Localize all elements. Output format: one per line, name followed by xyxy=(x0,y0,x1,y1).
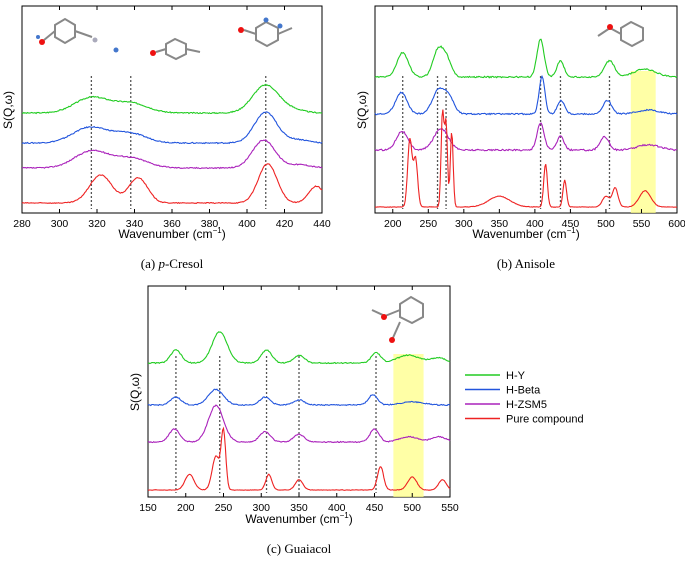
x-tick-label: 360 xyxy=(163,218,181,230)
x-tick-label: 350 xyxy=(290,502,308,514)
panel-a-cresol: 280 300 320 340 360 380 400 420 440 xyxy=(13,5,331,230)
x-tick-label: 250 xyxy=(420,218,438,230)
series-line-hy xyxy=(21,83,323,115)
highlight-band xyxy=(393,354,424,497)
panel-c-ylabel: S(Q,ω) xyxy=(128,373,142,411)
x-tick-label: 320 xyxy=(88,218,106,230)
x-tick-label: 600 xyxy=(668,218,685,230)
x-tick-label: 450 xyxy=(366,502,384,514)
panel-c-xlabel: Wavenumber (cm−1) xyxy=(245,511,352,526)
molecule-cresol-3-icon xyxy=(238,17,293,48)
legend: H-Y H-Beta H-ZSM5 Pure compound xyxy=(465,370,584,426)
molecule-anisole-icon xyxy=(597,20,644,48)
molecule-guaiacol-icon xyxy=(371,295,424,343)
panel-b-anisole: 200 250 300 350 400 450 500 550 600 xyxy=(374,5,685,230)
x-tick-label: 550 xyxy=(441,502,459,514)
x-tick-label: 440 xyxy=(313,218,331,230)
panel-b-xlabel: Wavenumber (cm−1) xyxy=(472,226,579,241)
x-tick-label: 420 xyxy=(276,218,294,230)
x-tick-label: 400 xyxy=(526,218,544,230)
series-line-pure xyxy=(21,163,323,205)
series-line-pure xyxy=(374,109,678,208)
x-tick-label: 300 xyxy=(252,502,270,514)
plot-frame-b xyxy=(374,5,678,214)
series-line-hy xyxy=(147,331,451,365)
x-tick-label: 300 xyxy=(455,218,473,230)
legend-label: H-Y xyxy=(506,370,526,382)
x-tick-label: 350 xyxy=(491,218,509,230)
highlight-band xyxy=(630,71,656,213)
x-tick-label: 200 xyxy=(384,218,402,230)
x-tick-label: 400 xyxy=(328,502,346,514)
series-line-hz xyxy=(147,404,451,444)
x-tick-label: 380 xyxy=(201,218,219,230)
x-tick-label: 550 xyxy=(633,218,651,230)
x-tick-label: 250 xyxy=(215,502,233,514)
series-line-hz xyxy=(374,122,678,152)
legend-label: H-Beta xyxy=(506,385,541,397)
x-tick-label: 280 xyxy=(13,218,31,230)
x-tick-label: 450 xyxy=(562,218,580,230)
caption-b: (b) Anisole xyxy=(497,256,555,271)
series-line-hb xyxy=(374,74,678,116)
x-tick-label: 150 xyxy=(139,502,157,514)
caption-a: (a) p-Cresol xyxy=(141,256,204,271)
x-tick-label: 400 xyxy=(238,218,256,230)
series-line-hy xyxy=(374,38,678,79)
caption-c: (c) Guaiacol xyxy=(267,541,332,556)
molecule-cresol-2-icon xyxy=(150,37,201,61)
x-tick-label: 500 xyxy=(403,502,421,514)
legend-label: H-ZSM5 xyxy=(506,399,547,411)
panel-a-ylabel: S(Q,ω) xyxy=(1,91,15,129)
series-line-hb xyxy=(21,111,323,145)
series-line-hz xyxy=(22,139,323,170)
x-tick-label: 340 xyxy=(126,218,144,230)
x-tick-label: 200 xyxy=(177,502,195,514)
molecule-cresol-icon xyxy=(36,17,119,53)
series-line-pure xyxy=(147,426,451,491)
legend-label: Pure compound xyxy=(506,414,584,426)
panel-a-xlabel: Wavenumber (cm−1) xyxy=(118,226,225,241)
panel-b-ylabel: S(Q,ω) xyxy=(355,91,369,129)
x-tick-label: 500 xyxy=(597,218,615,230)
series-line-hb xyxy=(147,388,451,407)
x-tick-label: 300 xyxy=(51,218,69,230)
panel-c-guaiacol: 150 200 250 300 350 400 450 500 550 xyxy=(139,285,459,514)
